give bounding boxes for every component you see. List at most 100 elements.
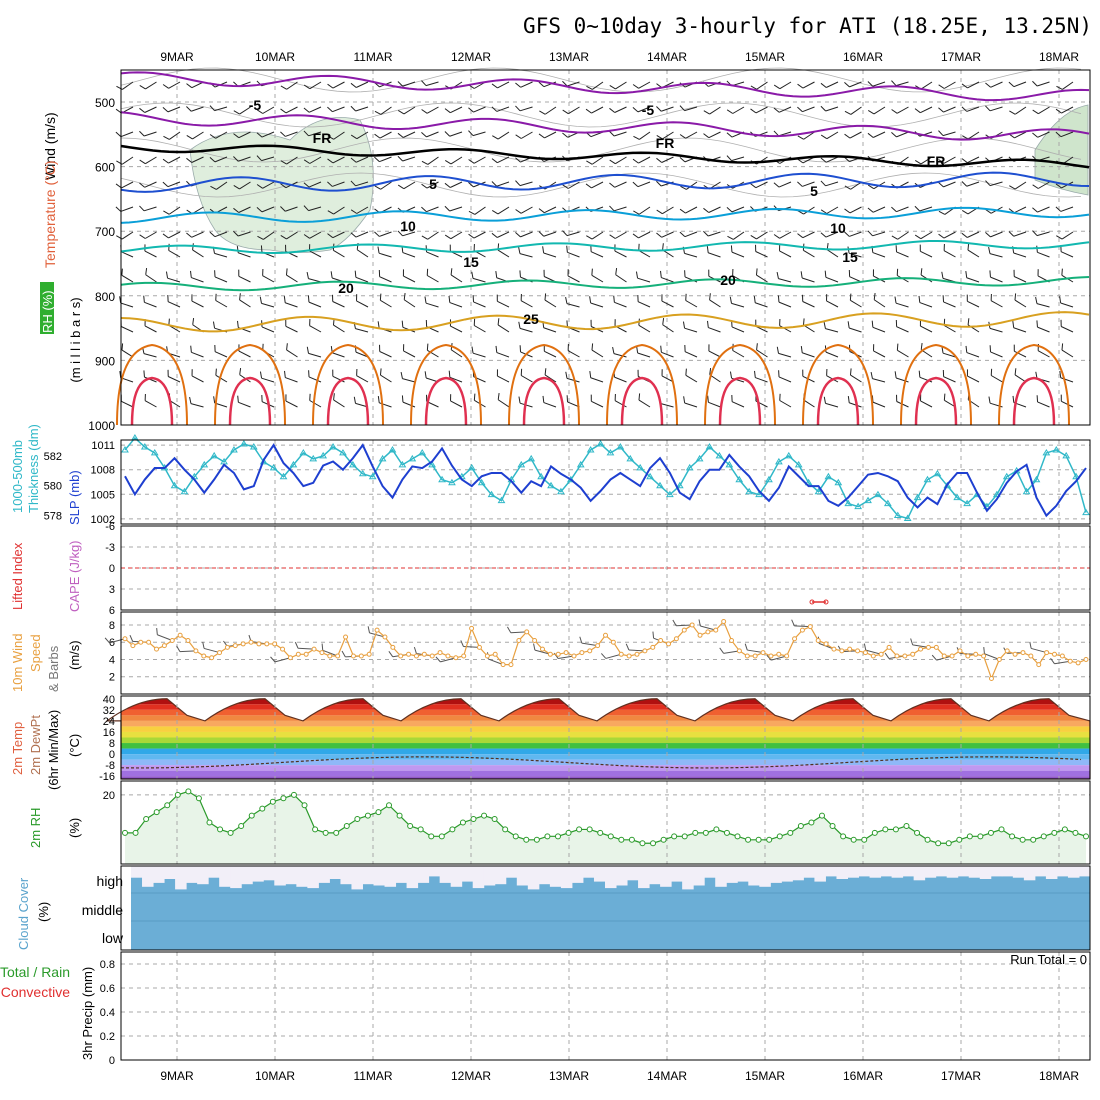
wind-barb xyxy=(683,396,698,408)
temp-band xyxy=(121,770,1090,777)
wind-barb xyxy=(379,368,392,383)
label-precip3: Convective xyxy=(1,984,70,1000)
wind-barb xyxy=(612,346,627,358)
rh2m-point xyxy=(428,833,435,840)
wind-barb xyxy=(985,81,1003,88)
barb-shaft xyxy=(239,299,251,308)
cloud-high-gap xyxy=(935,866,948,877)
barb-shaft xyxy=(191,156,204,163)
barb-shaft xyxy=(450,181,463,188)
barb-shaft xyxy=(121,326,134,333)
wind-barb xyxy=(1032,131,1050,138)
barb-flag xyxy=(820,105,826,112)
wind-barb xyxy=(565,371,580,383)
rh2m-point xyxy=(407,822,414,829)
barb-shaft xyxy=(168,81,181,89)
isotherm-label: FR xyxy=(313,130,332,146)
barb-shaft xyxy=(723,650,740,654)
wind-barb xyxy=(985,180,1003,187)
barb-flag xyxy=(143,295,145,303)
barb-shaft xyxy=(1037,251,1050,258)
date-label-bottom: 18MAR xyxy=(1039,1069,1079,1083)
wind-barb xyxy=(450,268,463,283)
wind-barb xyxy=(823,396,839,408)
rh2m-point xyxy=(935,840,942,847)
barb-shaft xyxy=(613,131,627,137)
label-millibars: (m i l l i b a r s) xyxy=(68,297,83,382)
barb-shaft xyxy=(402,378,416,383)
barb-flag xyxy=(1009,110,1016,115)
barb-flag xyxy=(139,130,145,137)
barb-shaft xyxy=(214,252,228,258)
wind-barb xyxy=(162,156,181,164)
isotherm-loop xyxy=(718,376,762,426)
barb-flag xyxy=(115,131,122,138)
barb-shaft xyxy=(614,250,627,258)
rh2m-point xyxy=(755,836,762,843)
wind-barb xyxy=(965,345,980,358)
barb-flag xyxy=(773,130,779,137)
barb-flag xyxy=(350,105,356,112)
barb-shaft xyxy=(895,302,909,308)
barb-flag xyxy=(491,158,498,164)
barb-flag xyxy=(750,108,757,114)
wind-barb xyxy=(256,181,275,189)
panel-frame xyxy=(120,69,1091,426)
wind-barb xyxy=(115,131,134,138)
slp-line xyxy=(124,443,1087,518)
barb-flag xyxy=(989,270,991,278)
barb-shaft xyxy=(145,274,157,283)
cloud-high-gap xyxy=(406,866,419,889)
barb-flag xyxy=(656,157,663,163)
wind-barb xyxy=(820,206,839,214)
rh2m-point xyxy=(343,822,350,829)
barb-shaft xyxy=(756,274,768,283)
barb-flag xyxy=(872,269,874,277)
wind10-point xyxy=(658,637,664,643)
wind-barb xyxy=(491,181,510,187)
barb-flag xyxy=(162,84,169,89)
barb-flag xyxy=(233,110,240,115)
wind-barb xyxy=(515,231,533,238)
thickness-marker xyxy=(1002,472,1011,480)
wind-barb xyxy=(920,394,933,408)
barb-shaft xyxy=(332,181,345,187)
wind-barb xyxy=(327,206,345,215)
barb-shaft xyxy=(984,653,1000,660)
wind-barb xyxy=(1055,106,1074,114)
wind10-point xyxy=(807,624,813,630)
barb-shaft xyxy=(731,302,745,308)
barb-flag xyxy=(280,85,287,90)
wind-barb xyxy=(165,271,181,283)
barb-flag xyxy=(867,81,874,87)
wind-barb xyxy=(660,270,674,283)
wind10-point xyxy=(886,644,892,650)
barb-shaft xyxy=(590,302,604,308)
barb-flag xyxy=(632,233,639,239)
wind-barb xyxy=(285,394,298,408)
barb-shaft xyxy=(355,231,369,238)
cloud-high-gap xyxy=(252,866,264,882)
barb-flag xyxy=(638,393,641,401)
wind-barb xyxy=(632,81,651,89)
barb-shaft xyxy=(566,377,580,383)
barb-shaft xyxy=(145,81,157,90)
wind10-point xyxy=(122,636,128,642)
barb-shaft xyxy=(708,350,721,358)
isotherm-label: 15 xyxy=(842,249,858,265)
wind-barb xyxy=(303,81,322,90)
barb-flag xyxy=(356,294,358,301)
wind10-barb xyxy=(1029,641,1047,654)
barb-flag xyxy=(709,368,712,375)
barb-flag xyxy=(773,107,780,113)
barb-shaft xyxy=(920,231,933,240)
isotherm-loop xyxy=(816,376,860,426)
wind-barb xyxy=(985,105,1003,112)
wind-barb xyxy=(327,106,345,113)
barb-shaft xyxy=(144,400,157,408)
wind-barb xyxy=(327,131,345,140)
barb-shaft xyxy=(1061,106,1074,114)
barb-shaft xyxy=(684,106,698,112)
thickness-marker xyxy=(200,460,209,468)
barb-flag xyxy=(497,318,500,325)
